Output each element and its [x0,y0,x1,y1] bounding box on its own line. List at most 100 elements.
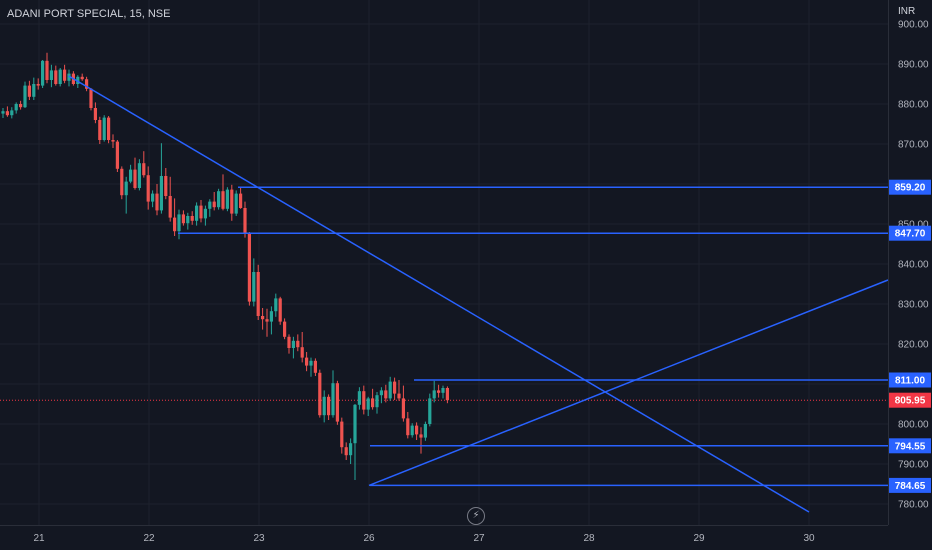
candle [296,334,300,352]
candle [287,334,291,354]
lightning-icon[interactable]: ⚡︎ [467,507,485,525]
candle [208,199,212,217]
candle [5,106,9,117]
candle [331,370,335,418]
candle [379,387,383,404]
candle [335,380,339,425]
candle [203,205,207,226]
candle [32,77,36,100]
candle [318,369,322,418]
price-tag-box [889,179,931,195]
candle-body [379,390,383,396]
symbol-title: ADANI PORT SPECIAL, 15, NSE [7,8,171,20]
candle [432,380,436,403]
candle [85,76,89,92]
candle-body [441,388,445,393]
candle [239,187,243,209]
price-tag-label: 859.20 [895,183,926,194]
candle [274,293,278,317]
candle [124,176,128,214]
candle [269,306,273,335]
candle-body [102,117,106,140]
candle [309,357,313,377]
candle-body [305,357,309,366]
candle-body [401,398,405,419]
candle-body [344,447,348,456]
candle [340,417,344,454]
candle-body [384,390,388,399]
candle [89,88,93,111]
candle-body [445,388,449,401]
candle [423,421,427,441]
candle [410,423,414,438]
candle-body [252,272,256,302]
candle [261,308,265,330]
y-tick-label: 870.00 [898,140,929,151]
trend-line [68,75,810,513]
x-tick-label: 23 [253,533,265,544]
candle [428,393,432,427]
candle-body [388,381,392,399]
candle-body [36,84,40,86]
candle [415,422,419,440]
candle-body [313,360,317,373]
candle [357,387,361,410]
candle [155,184,159,216]
candle-body [432,390,436,399]
candle [221,174,225,211]
price-tag-box [889,225,931,241]
x-tick-label: 22 [143,533,155,544]
candle-body [423,424,427,438]
price-tags: 859.20 847.70 811.00 794.55 784.65 805.95 [889,179,931,493]
x-tick-label: 30 [803,533,815,544]
candle-body [349,443,353,456]
candle [283,318,287,340]
candle-body [76,76,80,84]
candle [164,168,168,200]
candle [401,385,405,422]
candle [366,396,370,416]
candle [129,164,133,184]
y-tick-label: 800.00 [898,420,929,431]
candle [10,107,14,119]
candle-body [225,189,229,209]
candle-body [296,340,300,348]
candle-body [261,316,265,320]
candle-body [1,111,5,114]
candle-body [41,60,45,86]
candle-body [327,396,331,416]
candle-body [186,216,190,224]
candle [195,202,199,226]
candle-body [155,193,159,211]
candle [151,190,155,208]
candle-body [137,163,141,188]
x-tick-label: 29 [693,533,705,544]
candle-body [278,298,282,322]
price-tag: 859.20 [889,179,931,195]
y-tick-label: 780.00 [898,500,929,511]
time-axis[interactable]: 21 22 23 26 27 28 29 30 [0,525,888,545]
candle-body [300,347,304,358]
candle [159,143,163,214]
candle-body [247,233,251,302]
x-tick-label: 26 [363,533,375,544]
candle-body [419,434,423,438]
candle-body [115,141,119,169]
price-tag-label: 794.55 [895,441,926,452]
candle-body [85,79,89,89]
candle [23,81,27,108]
candle-body [362,391,366,410]
price-tag: 784.65 [889,477,931,493]
candle-body [428,398,432,424]
candle [19,100,23,110]
candle-body [283,321,287,337]
candle-body [27,85,31,97]
candle [362,385,366,415]
candle [186,212,190,230]
candle-body [265,319,269,322]
candle [397,380,401,401]
chart-grid [0,0,888,525]
drawing-overlay [68,75,889,513]
candle [67,69,71,87]
